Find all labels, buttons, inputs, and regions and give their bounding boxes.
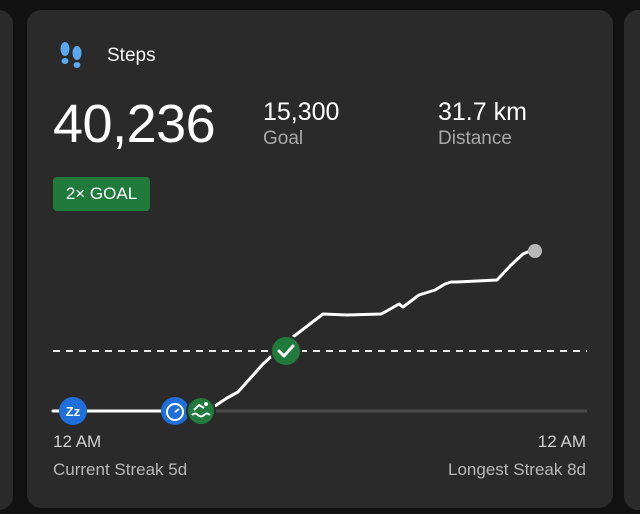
- distance-label: Distance: [438, 128, 512, 149]
- step-count: 40,236: [53, 94, 216, 154]
- current-streak: Current Streak 5d: [53, 460, 188, 479]
- goal-multiplier-badge: 2× GOAL: [53, 177, 150, 211]
- goal-label: Goal: [263, 128, 304, 149]
- svg-text:Zz: Zz: [66, 404, 81, 419]
- goal-check-icon[interactable]: [270, 335, 302, 367]
- longest-streak: Longest Streak 8d: [448, 460, 586, 479]
- timer-icon[interactable]: [161, 397, 189, 425]
- swimming-icon[interactable]: [186, 396, 216, 426]
- goal-metric: 15,300 Goal: [263, 98, 339, 151]
- timeline-end-label: 12 AM: [537, 432, 586, 451]
- card-header: Steps: [57, 40, 156, 72]
- current-point: [528, 244, 542, 258]
- sleep-icon[interactable]: Zz: [59, 397, 87, 425]
- timeline-start-label: 12 AM: [53, 432, 102, 451]
- steps-progress-chart: Zz: [51, 244, 587, 426]
- card-title: Steps: [107, 45, 156, 66]
- goal-value: 15,300: [263, 98, 340, 126]
- cumulative-steps-line: [51, 246, 539, 413]
- distance-metric: 31.7 km Distance: [438, 98, 527, 151]
- steps-card[interactable]: Steps 40,236 15,300 Goal 31.7 km Distanc…: [27, 10, 613, 508]
- next-card-edge[interactable]: [624, 10, 640, 510]
- previous-card-edge[interactable]: [0, 10, 13, 510]
- distance-value: 31.7 km: [438, 98, 527, 126]
- footprints-icon: [60, 42, 82, 68]
